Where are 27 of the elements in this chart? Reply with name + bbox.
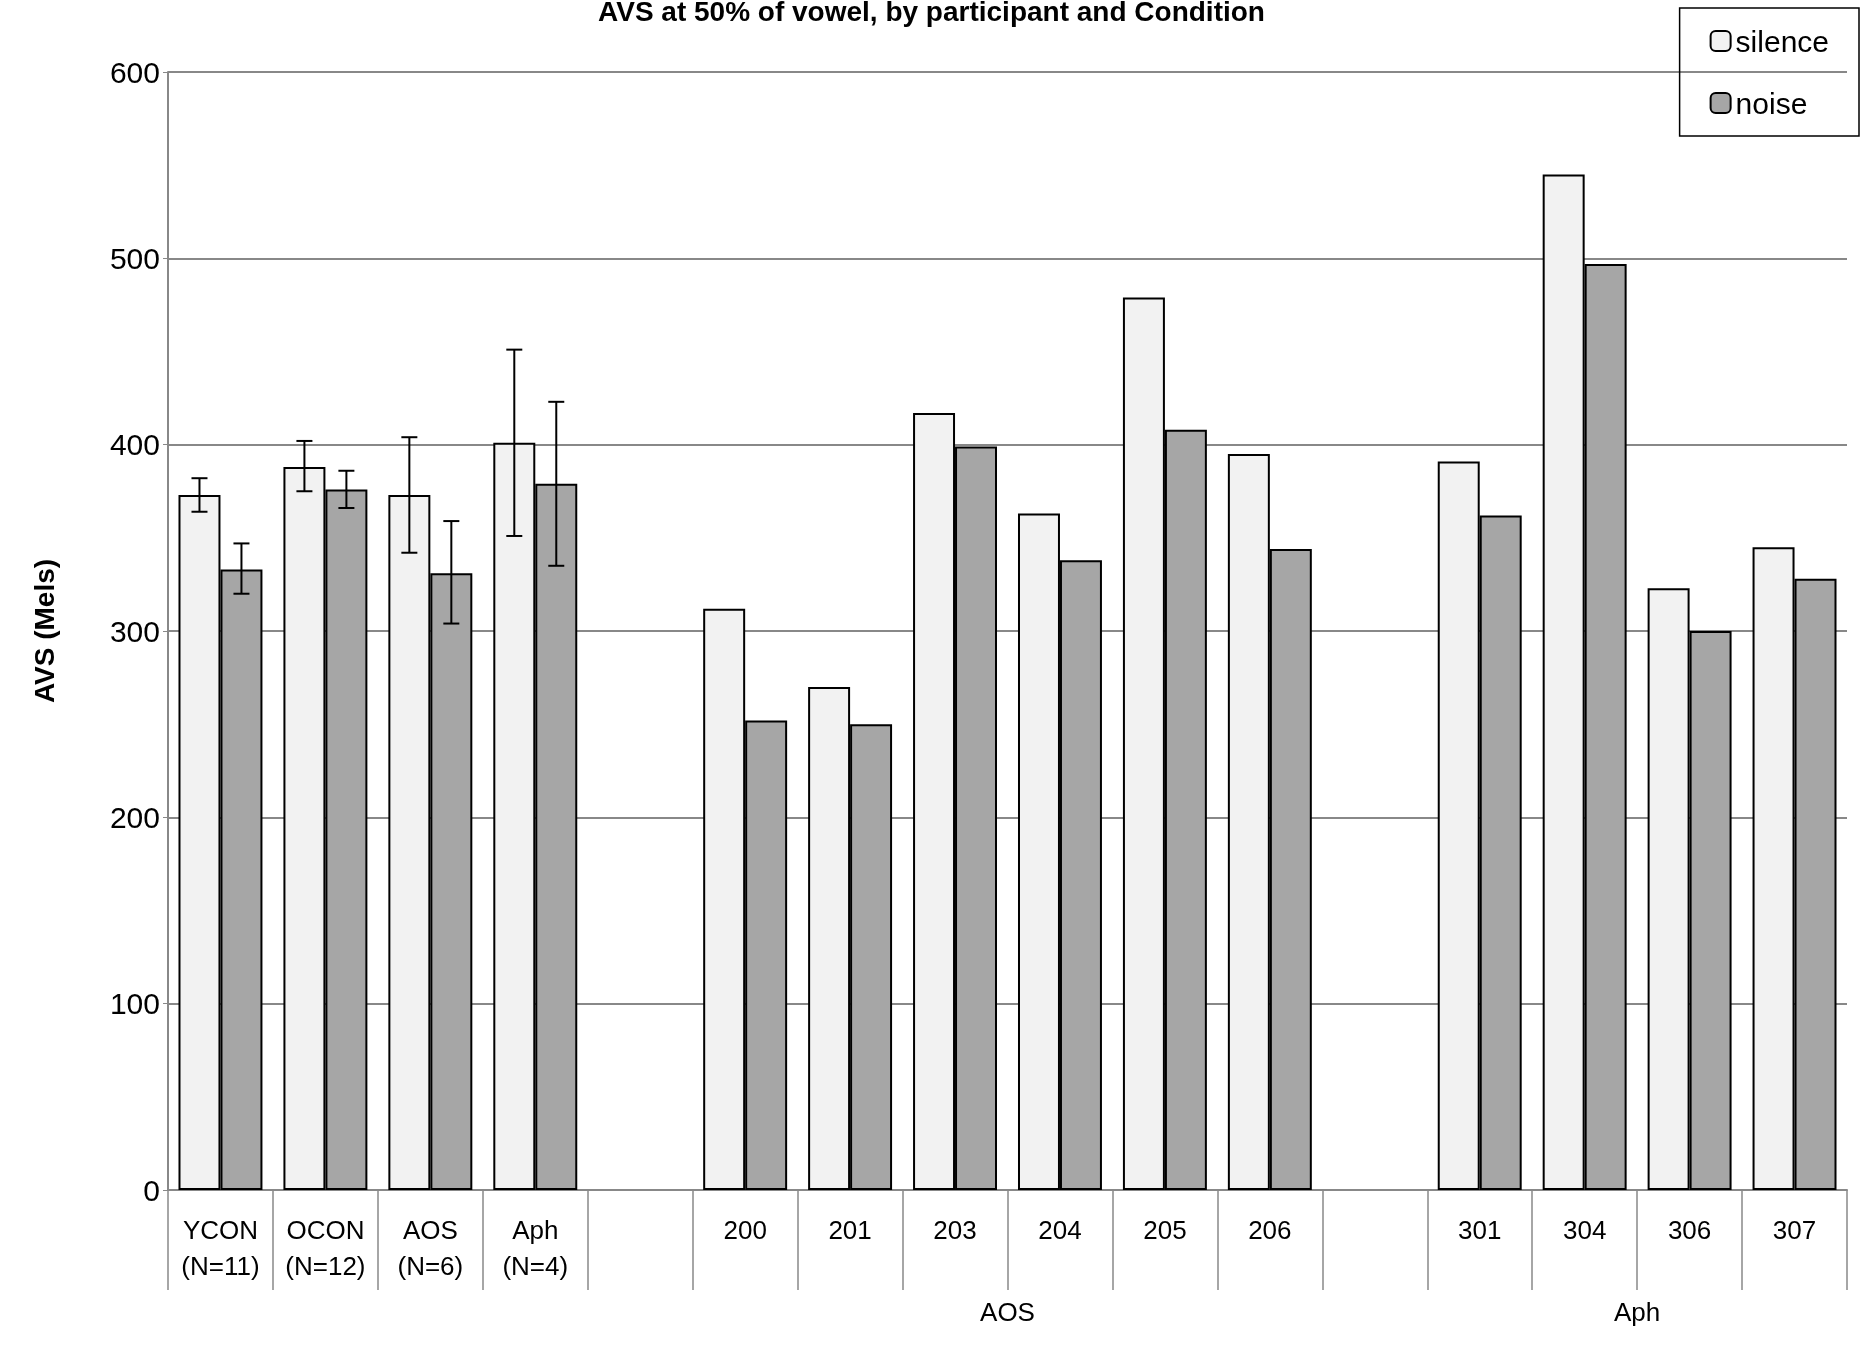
x-tick-label: 203 — [933, 1215, 977, 1245]
y-tick-label: 600 — [109, 55, 160, 89]
x-tick-label: Aph (N=4) — [502, 1215, 569, 1281]
y-tick-label: 400 — [109, 428, 160, 462]
x-tick-label: 306 — [1667, 1215, 1712, 1245]
x-tick-label: 205 — [1143, 1215, 1187, 1245]
x-tick-label: YCON (N=11) — [181, 1215, 260, 1281]
y-tick-label: 300 — [109, 614, 160, 648]
y-tick-label: 0 — [143, 1173, 160, 1207]
x-tick-label: 201 — [828, 1215, 872, 1245]
legend-label: noise — [1735, 86, 1808, 120]
x-tick-label: OCON (N=12) — [285, 1215, 366, 1281]
x-tick-label: AOS (N=6) — [397, 1215, 464, 1281]
x-tick-label: 304 — [1562, 1215, 1607, 1245]
y-tick-label: 200 — [109, 800, 160, 834]
y-tick-label: 500 — [109, 241, 160, 275]
x-tick-label: 206 — [1248, 1215, 1292, 1245]
text: AOS — [980, 1297, 1035, 1327]
x-tick-label: 200 — [723, 1215, 767, 1245]
x-tick-label: 307 — [1772, 1215, 1817, 1245]
chart-title: AVS at 50% of vowel, by participant and Condition — [598, 0, 1265, 27]
x-tick-label: 204 — [1038, 1215, 1082, 1245]
x-tick-label: 301 — [1458, 1215, 1502, 1245]
y-axis-title: AVS (Mels) — [28, 558, 60, 704]
text: Aph — [1613, 1297, 1661, 1327]
legend-label: silence — [1735, 24, 1830, 58]
y-tick-label: 100 — [109, 987, 160, 1021]
